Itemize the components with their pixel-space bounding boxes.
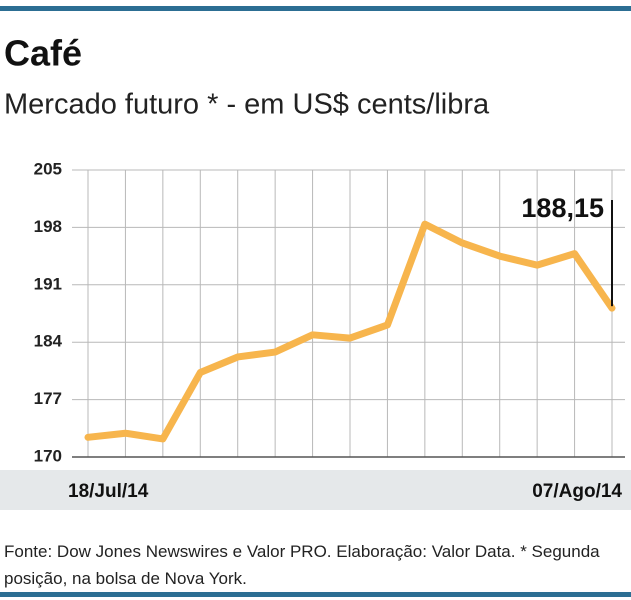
y-tick-label: 177 <box>34 389 62 408</box>
x-band <box>0 470 631 510</box>
top-rule <box>0 6 631 11</box>
x-tick-label: 18/Jul/14 <box>68 481 149 502</box>
bottom-rule <box>0 592 631 597</box>
y-tick-label: 184 <box>34 332 63 351</box>
y-tick-label: 191 <box>34 274 62 293</box>
line <box>84 220 616 443</box>
y-tick-label: 170 <box>34 446 62 465</box>
chart-subtitle: Mercado futuro * - em US$ cents/libra <box>4 89 490 121</box>
y-tick-label: 198 <box>34 217 62 236</box>
source: Fonte: Dow Jones Newswires e Valor PRO. … <box>4 542 600 588</box>
x-tick-label: 07/Ago/14 <box>532 481 622 502</box>
y-tick-label: 205 <box>34 159 62 178</box>
value-label: 188,15 <box>521 193 604 223</box>
chart-title: Café <box>4 33 82 74</box>
